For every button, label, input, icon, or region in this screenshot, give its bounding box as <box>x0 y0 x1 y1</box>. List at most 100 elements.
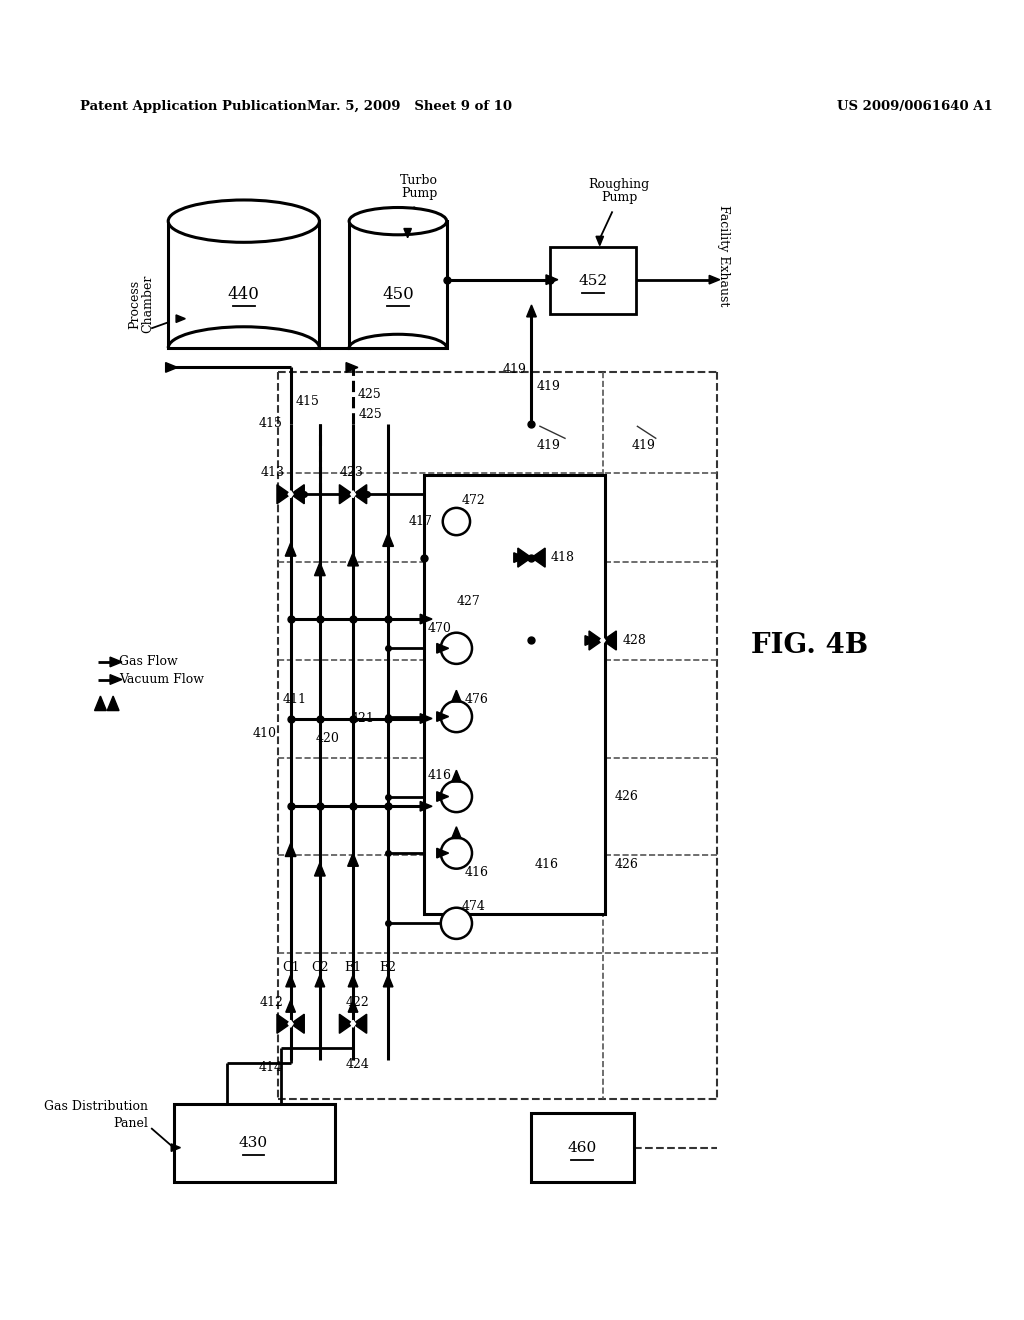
Polygon shape <box>350 491 355 498</box>
Text: 476: 476 <box>464 693 488 705</box>
Text: 414: 414 <box>259 1061 283 1074</box>
Text: 474: 474 <box>461 900 485 913</box>
Circle shape <box>440 632 472 664</box>
Text: FIG. 4B: FIG. 4B <box>751 632 868 659</box>
Text: 472: 472 <box>461 494 485 507</box>
Text: 413: 413 <box>261 466 285 479</box>
Polygon shape <box>315 975 325 987</box>
Text: 419: 419 <box>537 440 560 451</box>
Polygon shape <box>339 1014 353 1034</box>
Text: 460: 460 <box>567 1140 597 1155</box>
Polygon shape <box>176 315 185 322</box>
Ellipse shape <box>349 207 446 235</box>
Polygon shape <box>314 562 326 576</box>
Text: Gas Flow: Gas Flow <box>119 656 178 668</box>
Text: 427: 427 <box>457 595 480 609</box>
Polygon shape <box>585 636 597 645</box>
Polygon shape <box>166 363 177 372</box>
Text: 420: 420 <box>315 731 339 744</box>
Text: 440: 440 <box>228 286 260 302</box>
Bar <box>168 222 319 348</box>
Polygon shape <box>348 853 358 866</box>
Polygon shape <box>348 553 358 566</box>
Polygon shape <box>291 1014 304 1034</box>
Polygon shape <box>420 801 432 810</box>
Polygon shape <box>276 1014 291 1034</box>
Polygon shape <box>353 484 367 504</box>
Polygon shape <box>526 305 537 317</box>
Polygon shape <box>452 690 461 702</box>
Polygon shape <box>383 975 393 987</box>
Polygon shape <box>514 553 525 562</box>
Polygon shape <box>288 1020 293 1027</box>
Text: 452: 452 <box>579 273 607 288</box>
Text: E2: E2 <box>380 961 396 974</box>
Circle shape <box>440 908 472 939</box>
Text: 470: 470 <box>428 622 452 635</box>
Text: Panel: Panel <box>114 1117 148 1130</box>
Polygon shape <box>600 638 605 644</box>
Text: Mar. 5, 2009   Sheet 9 of 10: Mar. 5, 2009 Sheet 9 of 10 <box>307 99 512 112</box>
Polygon shape <box>531 548 545 568</box>
Polygon shape <box>348 1001 357 1012</box>
Bar <box>174 1104 335 1181</box>
Polygon shape <box>596 236 603 246</box>
Polygon shape <box>437 643 449 653</box>
Text: Pump: Pump <box>401 187 437 201</box>
Text: 417: 417 <box>409 515 432 528</box>
Polygon shape <box>286 1001 296 1012</box>
Polygon shape <box>546 275 558 285</box>
Text: Process: Process <box>128 280 141 329</box>
Polygon shape <box>420 714 432 723</box>
Bar <box>349 222 446 348</box>
Text: 428: 428 <box>623 634 646 647</box>
Text: 416: 416 <box>464 866 488 879</box>
Circle shape <box>442 508 470 535</box>
Polygon shape <box>286 975 296 987</box>
Text: 426: 426 <box>614 791 638 803</box>
Polygon shape <box>403 228 412 238</box>
Text: 418: 418 <box>551 552 575 564</box>
Polygon shape <box>276 484 291 504</box>
Text: 426: 426 <box>614 858 638 871</box>
Polygon shape <box>94 696 106 710</box>
Text: Facility Exhaust: Facility Exhaust <box>717 205 730 306</box>
Text: 425: 425 <box>358 388 382 401</box>
Polygon shape <box>383 533 393 546</box>
Polygon shape <box>589 631 603 649</box>
Text: 416: 416 <box>428 768 452 781</box>
Polygon shape <box>110 675 122 684</box>
Text: 410: 410 <box>253 726 276 739</box>
Text: 412: 412 <box>259 995 283 1008</box>
Bar <box>531 1114 634 1181</box>
Bar <box>550 247 636 314</box>
Text: C2: C2 <box>311 961 329 974</box>
Polygon shape <box>339 484 353 504</box>
Polygon shape <box>437 711 449 722</box>
Text: E1: E1 <box>344 961 361 974</box>
Text: 419: 419 <box>632 440 655 451</box>
Text: 423: 423 <box>339 466 364 479</box>
Text: 430: 430 <box>239 1135 268 1150</box>
Text: 411: 411 <box>283 693 306 705</box>
Polygon shape <box>437 792 449 801</box>
Text: Chamber: Chamber <box>141 275 155 333</box>
Polygon shape <box>529 554 534 561</box>
Polygon shape <box>108 696 119 710</box>
Polygon shape <box>420 614 432 624</box>
Polygon shape <box>314 863 326 876</box>
Text: 424: 424 <box>346 1059 370 1072</box>
Polygon shape <box>350 1020 355 1027</box>
Polygon shape <box>288 491 293 498</box>
Polygon shape <box>452 770 461 781</box>
Polygon shape <box>286 843 296 857</box>
Bar <box>424 475 604 913</box>
Text: Gas Distribution: Gas Distribution <box>44 1100 148 1113</box>
Circle shape <box>440 781 472 812</box>
Text: 421: 421 <box>350 711 375 725</box>
Text: 419: 419 <box>537 380 560 393</box>
Circle shape <box>440 837 472 869</box>
Polygon shape <box>110 657 122 667</box>
Text: 450: 450 <box>382 286 414 302</box>
Text: Vacuum Flow: Vacuum Flow <box>119 673 204 686</box>
